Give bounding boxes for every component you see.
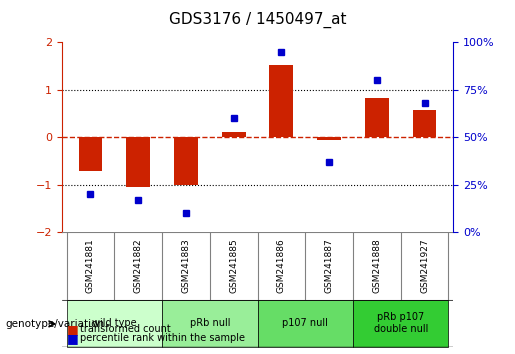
Bar [413,110,437,137]
FancyBboxPatch shape [353,299,449,347]
Text: ■: ■ [67,323,79,336]
Bar [126,137,150,187]
Text: GSM241927: GSM241927 [420,239,429,293]
Text: GSM241886: GSM241886 [277,238,286,293]
Text: wild type: wild type [92,318,136,328]
FancyBboxPatch shape [162,299,258,347]
Bar [174,137,198,185]
FancyBboxPatch shape [258,299,353,347]
Text: GSM241881: GSM241881 [86,238,95,293]
Text: pRb null: pRb null [190,318,230,328]
Bar [317,137,341,140]
Bar [221,132,246,137]
Text: transformed count: transformed count [80,324,170,334]
Text: ■: ■ [67,332,79,344]
Text: p107 null: p107 null [282,318,328,328]
Text: GSM241887: GSM241887 [324,238,334,293]
Text: GSM241888: GSM241888 [372,238,381,293]
Text: GSM241882: GSM241882 [134,239,143,293]
Text: genotype/variation: genotype/variation [5,319,104,329]
Text: GSM241885: GSM241885 [229,238,238,293]
Text: pRb p107
double null: pRb p107 double null [373,313,428,334]
Text: percentile rank within the sample: percentile rank within the sample [80,333,245,343]
Bar [365,98,389,137]
Text: GSM241883: GSM241883 [181,238,191,293]
FancyBboxPatch shape [66,299,162,347]
Bar [269,65,294,137]
Text: GDS3176 / 1450497_at: GDS3176 / 1450497_at [169,12,346,28]
Bar [78,137,102,171]
